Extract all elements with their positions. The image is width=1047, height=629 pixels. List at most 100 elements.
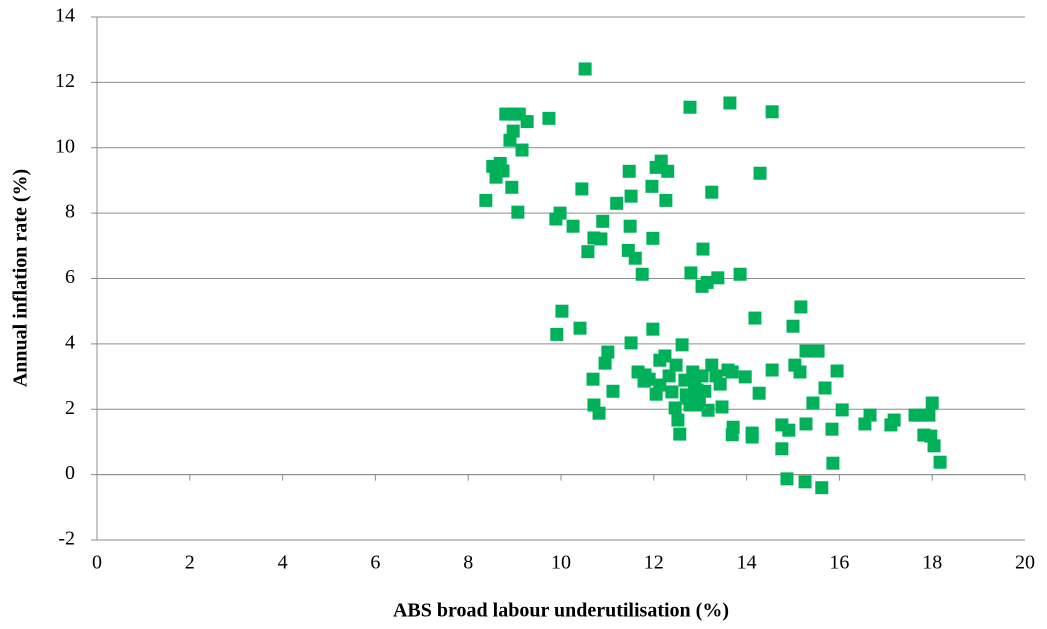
point [924, 429, 938, 443]
point [825, 422, 839, 436]
point [575, 182, 589, 196]
point [592, 406, 606, 420]
point [922, 408, 936, 422]
point [811, 344, 825, 358]
point [645, 179, 659, 193]
point [553, 206, 567, 220]
point [646, 322, 660, 336]
point [658, 349, 672, 363]
point [622, 164, 636, 178]
point [793, 365, 807, 379]
point [675, 338, 689, 352]
y-tick-label: 14 [55, 5, 75, 27]
y-tick-label: -2 [58, 528, 75, 550]
point [566, 219, 580, 233]
point [863, 408, 877, 422]
point [835, 403, 849, 417]
point [684, 266, 698, 280]
x-tick-label: 14 [737, 552, 757, 574]
point [683, 100, 697, 114]
point [506, 124, 520, 138]
point [748, 311, 762, 325]
point [799, 344, 813, 358]
point [692, 398, 706, 412]
point [550, 327, 564, 341]
point [725, 428, 739, 442]
x-tick-label: 2 [185, 552, 195, 574]
point [596, 214, 610, 228]
y-tick-label: 0 [65, 462, 75, 484]
point [887, 413, 901, 427]
x-axis-label: ABS broad labour underutilisation (%) [393, 600, 729, 622]
point [586, 372, 600, 386]
point [798, 475, 812, 489]
point [695, 279, 709, 293]
point [635, 267, 649, 281]
point [606, 384, 620, 398]
y-tick-label: 6 [65, 266, 75, 288]
x-tick-label: 18 [922, 552, 942, 574]
point [573, 321, 587, 335]
point [738, 370, 752, 384]
y-tick-label: 2 [65, 397, 75, 419]
point [705, 358, 719, 372]
point [692, 388, 706, 402]
point [733, 267, 747, 281]
point [496, 164, 510, 178]
point [745, 426, 759, 440]
point [653, 378, 667, 392]
point [581, 245, 595, 259]
point [818, 381, 832, 395]
point [669, 358, 683, 372]
point [826, 456, 840, 470]
x-tick-label: 20 [1015, 552, 1035, 574]
point [515, 143, 529, 157]
point [505, 180, 519, 194]
point [511, 205, 525, 219]
point [927, 439, 941, 453]
x-tick-label: 16 [829, 552, 849, 574]
point [786, 319, 800, 333]
point [711, 271, 725, 285]
point [753, 166, 767, 180]
point [479, 193, 493, 207]
y-tick-label: 8 [65, 201, 75, 223]
point [555, 304, 569, 318]
point [775, 442, 789, 456]
point [688, 376, 702, 390]
point [752, 386, 766, 400]
point [665, 385, 679, 399]
point [624, 189, 638, 203]
point [780, 472, 794, 486]
point [601, 345, 615, 359]
x-tick-label: 6 [370, 552, 380, 574]
point [661, 164, 675, 178]
point [715, 400, 729, 414]
point [696, 242, 710, 256]
point [765, 105, 779, 119]
point [624, 336, 638, 350]
point [668, 401, 682, 415]
x-tick-label: 4 [278, 552, 288, 574]
point [705, 185, 719, 199]
point [646, 231, 660, 245]
y-tick-label: 12 [55, 70, 75, 92]
point [806, 396, 820, 410]
point [610, 196, 624, 210]
point [765, 363, 779, 377]
point [830, 364, 844, 378]
point [673, 427, 687, 441]
x-tick-label: 12 [644, 552, 664, 574]
point [578, 62, 592, 76]
point [520, 115, 534, 129]
point [782, 423, 796, 437]
point [815, 481, 829, 495]
x-tick-label: 10 [551, 552, 571, 574]
point [925, 396, 939, 410]
point [679, 388, 693, 402]
point [799, 417, 813, 431]
point [659, 193, 673, 207]
x-tick-label: 8 [463, 552, 473, 574]
point [723, 96, 737, 110]
